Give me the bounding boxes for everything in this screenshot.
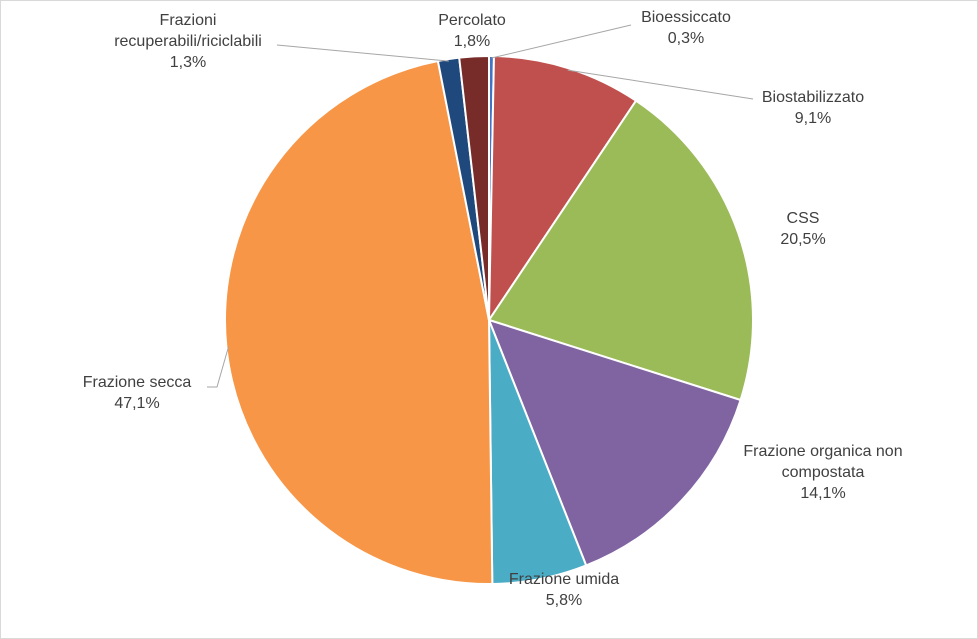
slice-value-label: 14,1%: [800, 485, 845, 502]
leader-line-bioessiccato: [491, 24, 632, 59]
leader-line-frazioni-recuperabili-riciclabili: [276, 44, 449, 62]
slice-label-percolato: Percolato 1,8%: [438, 12, 506, 50]
slice-name-label: Frazione umida: [509, 571, 619, 588]
slice-value-label: 20,5%: [780, 231, 825, 248]
slice-value-label: 1,8%: [454, 33, 490, 50]
pie-slice-frazione-secca: [224, 59, 494, 585]
slice-label-frazione-secca: Frazione secca 47,1%: [83, 374, 192, 412]
slice-label-biostabilizzato: Biostabilizzato 9,1%: [762, 89, 864, 127]
slice-name-label: Bioessiccato: [641, 9, 731, 26]
slice-name-label: compostata: [782, 464, 865, 481]
slice-label-frazioni-recuperabili-riciclabili: Frazioni recuperabili/riciclabili 1,3%: [114, 12, 262, 71]
slice-name-label: recuperabili/riciclabili: [114, 33, 262, 50]
pie-slice-biostabilizzato: [487, 55, 638, 324]
slice-value-label: 9,1%: [795, 110, 831, 127]
slice-label-css: CSS 20,5%: [780, 210, 825, 248]
slice-labels: Bioessiccato 0,3% Biostabilizzato 9,1% CSS 20…: [83, 9, 903, 609]
leader-line-frazione-secca: [207, 346, 229, 388]
slice-value-label: 1,3%: [170, 54, 206, 71]
pie-slice-frazione-organica-non-compostata: [487, 318, 742, 567]
slice-name-label: Frazione organica non: [743, 443, 902, 460]
pie-slice-percolato: [458, 54, 490, 321]
slice-name-label: CSS: [787, 210, 820, 227]
slice-value-label: 5,8%: [546, 592, 582, 609]
slice-value-label: 47,1%: [114, 395, 159, 412]
slice-name-label: Percolato: [438, 12, 506, 29]
slice-name-label: Biostabilizzato: [762, 89, 864, 106]
slice-value-label: 0,3%: [668, 30, 704, 47]
leader-line-biostabilizzato: [567, 69, 754, 100]
slice-name-label: Frazioni: [160, 12, 217, 29]
pie-slices: [224, 54, 754, 585]
pie-slice-css: [487, 99, 754, 402]
slice-label-bioessiccato: Bioessiccato 0,3%: [641, 9, 731, 47]
leader-lines: [207, 24, 754, 388]
slice-name-label: Frazione secca: [83, 374, 192, 391]
slice-label-frazione-umida: Frazione umida 5,8%: [509, 571, 619, 609]
slice-label-frazione-organica-non-compostata: Frazione organica non compostata 14,1%: [743, 443, 902, 502]
